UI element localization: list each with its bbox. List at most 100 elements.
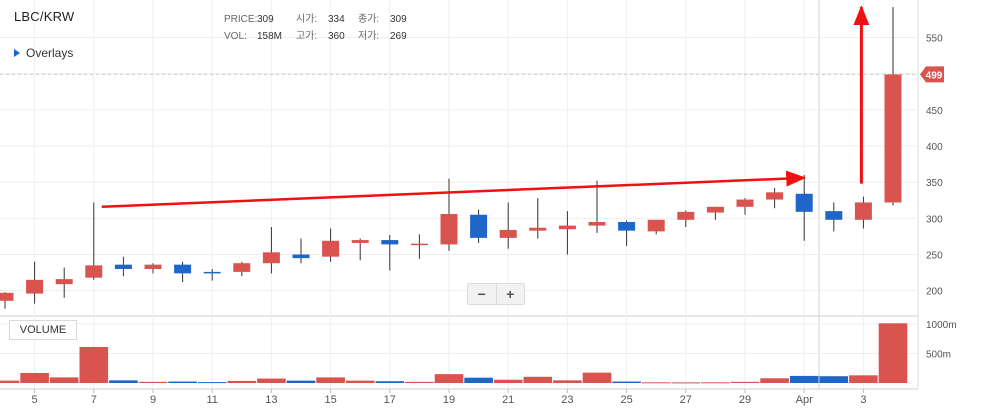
- volume-bar: [760, 378, 789, 383]
- volume-bar: [316, 377, 345, 383]
- zoom-in-button[interactable]: +: [495, 284, 525, 304]
- x-tick-label: 27: [680, 394, 692, 406]
- candle-body: [410, 243, 428, 246]
- candle-body: [114, 264, 132, 269]
- candle-body: [292, 254, 310, 259]
- candle-body: [825, 211, 843, 220]
- volume-tick-label: 500m: [926, 349, 951, 360]
- x-tick-label: 7: [91, 394, 97, 406]
- candle-body: [440, 214, 458, 245]
- volume-bar: [434, 374, 464, 383]
- candle-body: [233, 263, 251, 272]
- volume-bar: [730, 381, 760, 383]
- x-tick-label: 21: [502, 394, 514, 406]
- low-value: 269: [390, 31, 407, 42]
- volume-bar: [612, 381, 641, 383]
- candle-body: [55, 279, 73, 285]
- candle-body: [144, 264, 162, 269]
- x-tick-label: 15: [324, 394, 336, 406]
- volume-bar: [138, 381, 168, 383]
- x-tick-label: 19: [443, 394, 455, 406]
- candle-body: [203, 271, 221, 274]
- candle-body: [618, 221, 636, 231]
- volume-bar: [20, 372, 49, 383]
- high-label: 고가:: [296, 31, 318, 42]
- zoom-controls: − +: [467, 283, 525, 305]
- last-price-tag: 499: [920, 66, 944, 83]
- ohlc-info-values-3: 309 269: [390, 11, 407, 45]
- price-value: 309: [257, 14, 274, 25]
- symbol-label: LBC/KRW: [14, 9, 75, 24]
- candle-body: [262, 252, 280, 264]
- x-tick-label: 25: [620, 394, 632, 406]
- candle-body: [499, 229, 517, 238]
- candle-body: [558, 225, 576, 230]
- ohlc-info-labels: PRICE: VOL:: [224, 11, 257, 45]
- volume-bar: [789, 375, 819, 383]
- candle-body: [85, 265, 103, 278]
- volume-bar: [582, 372, 612, 383]
- ohlc-info-values-2: 334 360: [328, 11, 345, 45]
- high-value: 360: [328, 31, 345, 42]
- volume-bar: [493, 379, 523, 383]
- triangle-right-icon: [14, 49, 20, 57]
- volume-bar: [405, 381, 434, 383]
- candle-body: [26, 279, 44, 294]
- volume-bar: [523, 376, 553, 383]
- volume-bar: [671, 382, 701, 384]
- candle-body: [677, 211, 695, 220]
- y-tick-label: 200: [926, 287, 943, 298]
- x-tick-label: 13: [265, 394, 277, 406]
- volume-bar: [109, 380, 138, 383]
- y-tick-label: 300: [926, 214, 943, 225]
- candle-body: [884, 74, 902, 203]
- candle-body: [854, 202, 872, 220]
- x-tick-label: 29: [739, 394, 751, 406]
- candle-body: [795, 193, 813, 212]
- y-tick-label: 250: [926, 251, 943, 262]
- x-tick-label: 5: [32, 394, 38, 406]
- volume-panel-label: VOLUME: [9, 320, 77, 340]
- volume-bar: [79, 346, 109, 383]
- volume-bar: [701, 382, 730, 384]
- candle-body: [736, 199, 754, 207]
- volume-bar: [227, 380, 257, 383]
- candle-body: [174, 264, 192, 274]
- x-tick-label: 17: [384, 394, 396, 406]
- vol-value: 158M: [257, 31, 283, 42]
- candle-body: [588, 221, 606, 226]
- candle-body: [470, 214, 488, 238]
- volume-bar: [49, 377, 79, 383]
- overlays-label: Overlays: [26, 46, 74, 60]
- candle-body: [529, 227, 547, 231]
- y-tick-label: 400: [926, 142, 943, 153]
- volume-bar: [168, 381, 197, 383]
- y-tick-label: 350: [926, 178, 943, 189]
- volume-bar: [286, 380, 316, 383]
- close-value: 309: [390, 14, 407, 25]
- volume-bar: [257, 378, 286, 383]
- ohlc-info-labels-3: 종가: 저가:: [358, 11, 379, 45]
- x-tick-label: 9: [150, 394, 156, 406]
- volume-bar: [375, 381, 405, 383]
- low-label: 저가:: [358, 31, 380, 42]
- price-tag-shape: [920, 66, 944, 83]
- y-tick-label: 550: [926, 34, 943, 45]
- zoom-out-button[interactable]: −: [477, 286, 486, 302]
- volume-bar: [197, 382, 227, 384]
- candle-body: [0, 292, 14, 301]
- candle-body: [706, 206, 724, 213]
- close-label: 종가:: [358, 14, 380, 25]
- volume-bar: [819, 376, 849, 383]
- overlays-toggle[interactable]: Overlays: [14, 46, 73, 60]
- ohlc-info-values: 309 158M: [257, 11, 282, 45]
- price-tag-label: 499: [926, 70, 943, 81]
- volume-bar: [464, 377, 493, 383]
- open-value: 334: [328, 14, 345, 25]
- price-label: PRICE:: [224, 14, 258, 25]
- x-tick-label: Apr: [796, 394, 813, 406]
- ohlc-info-labels-2: 시가: 고가:: [296, 11, 317, 45]
- candle-body: [381, 240, 399, 245]
